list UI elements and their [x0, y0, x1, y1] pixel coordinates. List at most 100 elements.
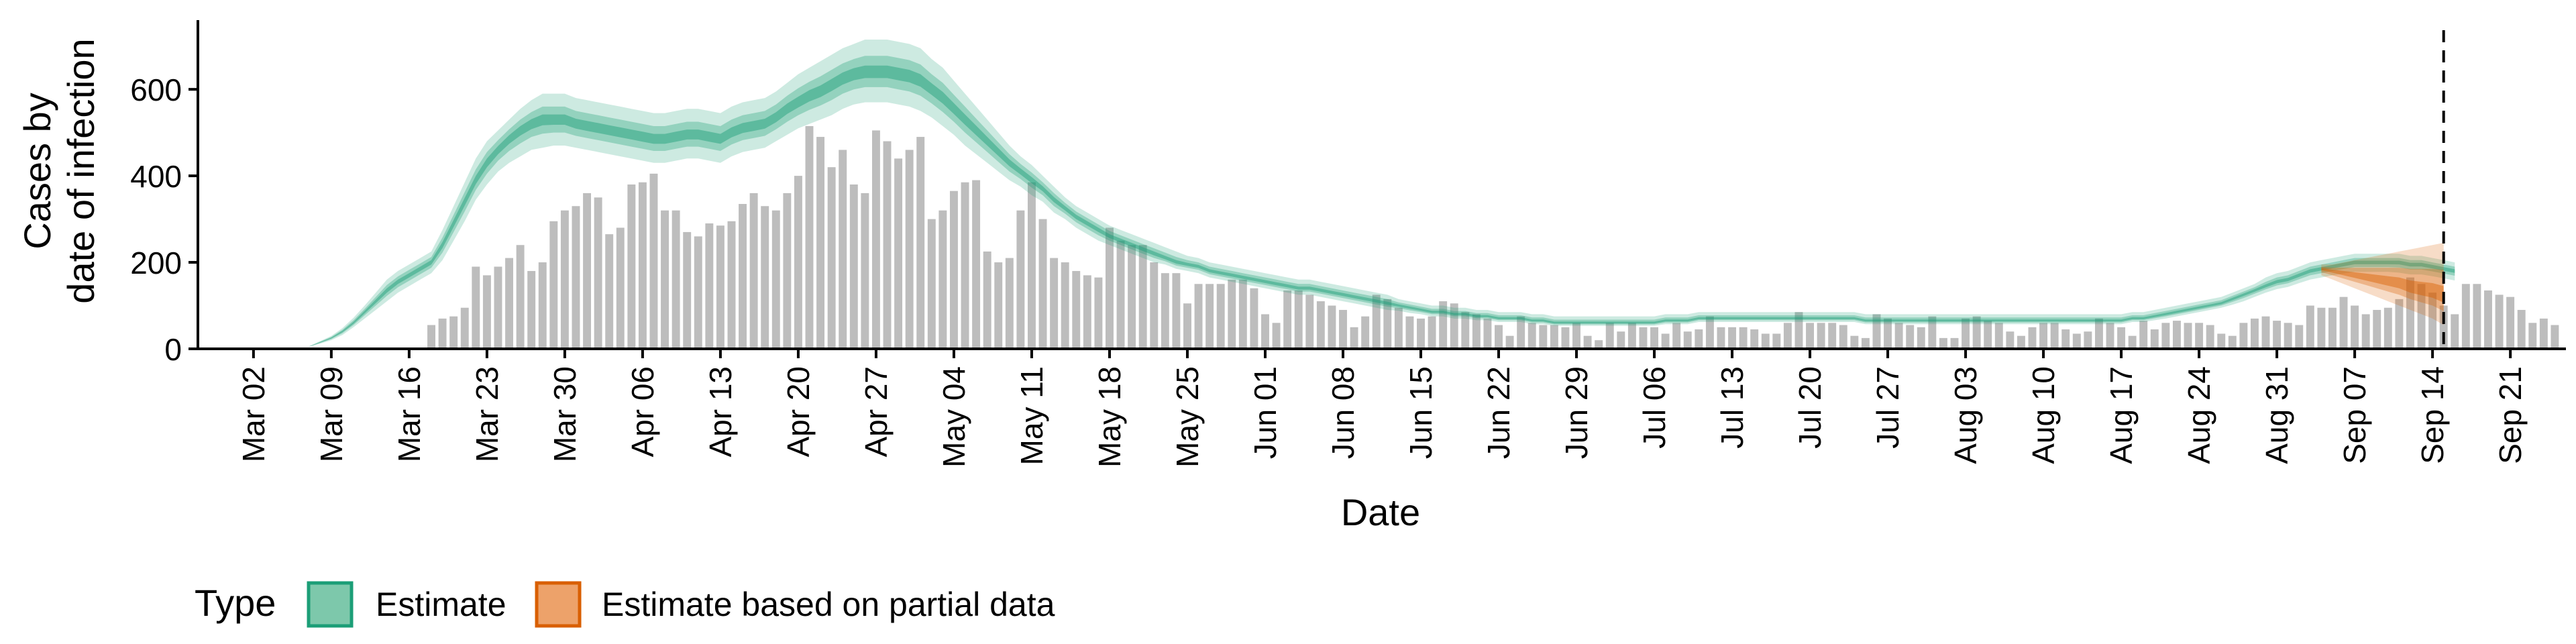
case-bar: [2351, 305, 2359, 349]
case-bar: [2328, 307, 2337, 349]
case-bar: [1305, 294, 1314, 349]
case-bar: [538, 262, 547, 349]
case-bar: [839, 150, 847, 349]
case-bar: [1405, 316, 1414, 349]
case-bar: [827, 167, 836, 350]
case-bar: [1228, 279, 1236, 349]
case-bar: [1972, 316, 1981, 349]
case-bar: [1238, 279, 1247, 349]
case-bar: [1517, 316, 1525, 349]
case-bar: [2439, 305, 2448, 349]
case-bar: [1984, 321, 1992, 349]
case-bar: [2306, 305, 2314, 349]
case-bar: [1705, 316, 1714, 349]
case-bar: [2084, 331, 2092, 349]
case-bar: [2006, 331, 2015, 349]
case-bar: [2206, 325, 2214, 349]
case-bar: [1906, 325, 1915, 349]
case-bar: [1872, 314, 1881, 349]
case-bar: [1328, 305, 1336, 349]
x-tick-label: Aug 10: [2026, 366, 2061, 464]
case-bar: [1161, 273, 1169, 349]
case-bar: [727, 221, 736, 349]
x-tick-label: May 04: [936, 366, 971, 468]
case-bar: [1005, 258, 1014, 349]
case-bar: [2339, 297, 2348, 349]
x-tick-label: Jun 01: [1248, 366, 1283, 459]
case-bar: [1272, 323, 1281, 349]
case-bar: [527, 270, 536, 349]
case-bar: [739, 204, 747, 349]
case-bar: [805, 125, 814, 350]
x-tick-label: May 18: [1092, 366, 1127, 468]
case-bar: [2517, 309, 2526, 349]
case-bar: [605, 234, 614, 349]
case-bar: [1361, 316, 1370, 349]
case-bar: [1461, 312, 1470, 349]
case-bar: [2094, 318, 2103, 349]
case-bar: [1250, 288, 1258, 349]
case-bar: [1106, 227, 1114, 349]
case-bar: [427, 325, 435, 349]
case-bar: [1150, 262, 1159, 349]
case-bar: [2273, 321, 2282, 349]
case-bar: [2284, 323, 2292, 349]
case-bar: [961, 182, 969, 349]
case-bar: [505, 258, 514, 349]
legend-label-partial: Estimate based on partial data: [602, 586, 1055, 623]
case-bar: [1283, 290, 1292, 349]
case-bar: [1483, 318, 1492, 349]
case-bar: [1583, 335, 1592, 349]
case-bar: [2539, 318, 2548, 349]
case-bar: [1205, 284, 1214, 349]
case-bar: [2128, 335, 2137, 349]
case-bar: [1372, 294, 1381, 349]
case-bar: [1661, 333, 1670, 349]
y-axis-title-line-1: Cases by: [16, 93, 58, 249]
case-bar: [1828, 323, 1837, 349]
case-bar: [2495, 294, 2504, 349]
case-bar: [1061, 262, 1069, 349]
case-bars: [427, 125, 2559, 350]
case-bar: [2383, 307, 2392, 349]
case-bar: [716, 225, 724, 349]
case-bar: [1339, 309, 1347, 349]
case-bar: [694, 236, 702, 349]
legend: Type Estimate Estimate based on partial …: [195, 581, 1055, 628]
case-bar: [1917, 327, 1925, 349]
case-bar: [1950, 337, 1959, 349]
y-tick-label: 600: [130, 72, 182, 107]
case-bar: [871, 130, 880, 349]
case-bar: [2184, 323, 2192, 349]
case-bar: [661, 210, 669, 349]
case-bar: [560, 210, 569, 349]
case-bar: [683, 231, 692, 349]
partial-estimate-mid-band: [2321, 266, 2444, 311]
case-bar: [916, 137, 925, 349]
case-bar: [2117, 327, 2126, 349]
case-bar: [1672, 323, 1681, 349]
case-bar: [583, 193, 592, 349]
case-bar: [438, 318, 447, 349]
case-bar: [1884, 318, 1892, 349]
case-bar: [2172, 321, 2181, 349]
case-bar: [794, 176, 802, 349]
case-bar: [2017, 335, 2025, 349]
y-axis: 0 200 400 600: [130, 72, 198, 367]
case-bar: [1894, 323, 1903, 349]
case-bar: [1861, 337, 1870, 349]
case-bar: [1261, 314, 1269, 349]
case-bar: [2106, 323, 2114, 349]
case-bar: [627, 184, 636, 349]
case-bar: [1572, 323, 1580, 349]
x-tick-label: Jun 22: [1481, 366, 1516, 459]
x-tick-label: Sep 21: [2493, 366, 2528, 464]
x-tick-label: Jun 15: [1403, 366, 1438, 459]
case-bar: [2250, 318, 2259, 349]
x-tick-label: Mar 02: [236, 366, 271, 462]
case-bar: [1216, 284, 1225, 349]
case-bar: [1194, 284, 1203, 349]
case-bar: [1761, 333, 1770, 349]
y-tick-label: 400: [130, 159, 182, 194]
